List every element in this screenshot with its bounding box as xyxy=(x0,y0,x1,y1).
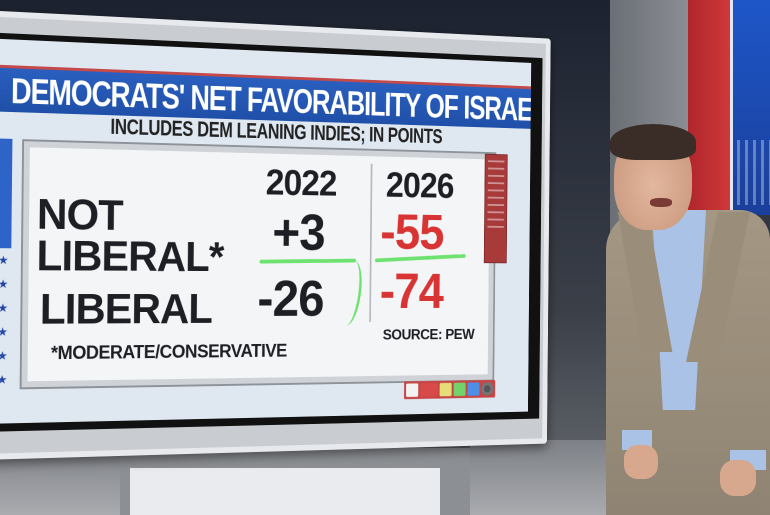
presenter-hand-left xyxy=(624,445,658,479)
row-label-liberal-asterisk: LIBERAL* xyxy=(36,231,224,281)
collapsed-side-panel[interactable] xyxy=(483,153,508,264)
side-flag-blue xyxy=(0,138,13,249)
presenter-hair xyxy=(610,124,696,160)
studio-blue-panel xyxy=(730,0,770,215)
presenter-mouth xyxy=(650,198,672,207)
pen-swatch-white[interactable] xyxy=(406,383,419,397)
value-liberal-2022: -26 xyxy=(257,270,324,328)
value-not-liberal-2026: -55 xyxy=(380,203,444,261)
value-liberal-2026: -74 xyxy=(379,263,444,320)
side-flag-stars: ★ ★ ★ ★ ★ ★ xyxy=(0,253,9,387)
pen-swatch-blue[interactable] xyxy=(467,382,480,396)
eraser-icon[interactable] xyxy=(481,382,494,396)
footnote: *MODERATE/CONSERVATIVE xyxy=(50,341,287,365)
column-header-2026: 2026 xyxy=(385,165,454,207)
studio-red-panel xyxy=(688,0,734,210)
telestrator-line-2022 xyxy=(259,258,357,264)
value-not-liberal-2022: +3 xyxy=(272,203,326,262)
pen-swatch-green[interactable] xyxy=(453,382,466,397)
presenter xyxy=(600,120,770,515)
row-label-liberal: LIBERAL xyxy=(39,285,213,334)
pen-palette-small xyxy=(403,379,496,400)
monitor-screen[interactable]: ★ ★ ★ ★ ★ ★ DEMOCRATS' NET FAVORABILITY OF IS… xyxy=(0,38,532,424)
telestrator-arc xyxy=(334,259,366,328)
column-divider xyxy=(369,163,373,323)
pen-swatch-red[interactable] xyxy=(420,383,438,397)
touchscreen-monitor: ★ ★ ★ ★ ★ ★ DEMOCRATS' NET FAVORABILITY OF IS… xyxy=(0,10,551,461)
pen-swatch-yellow[interactable] xyxy=(439,382,452,397)
studio-desk-panel xyxy=(130,468,440,515)
column-header-2022: 2022 xyxy=(265,163,337,205)
source-label: SOURCE: PEW xyxy=(382,326,475,344)
data-card: 2022 2026 NOT LIBERAL* LIBERAL +3 -55 -2… xyxy=(19,139,497,390)
presenter-hand-right xyxy=(720,460,756,496)
